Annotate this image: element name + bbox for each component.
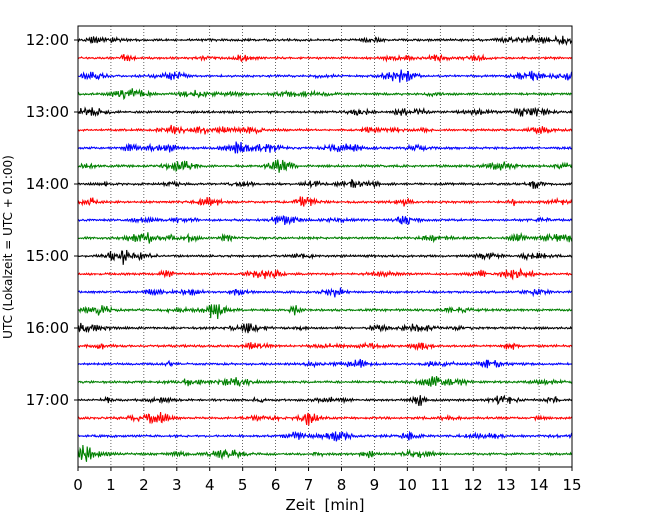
x-tick-label: 3	[172, 476, 182, 494]
trace-1600	[77, 322, 573, 334]
y-axis-label: UTC (Lokalzeit = UTC + 01:00)	[1, 155, 15, 339]
trace-1300	[77, 106, 573, 118]
trace-1745	[77, 445, 573, 462]
trace-1200	[77, 34, 573, 46]
trace-1400	[77, 178, 573, 189]
y-axis-ticks: 12:00 13:00 14:00 15:00 16:00 17:00	[26, 31, 78, 409]
trace-1445	[77, 231, 573, 244]
trace-1545	[77, 304, 573, 320]
trace-1215	[77, 53, 573, 63]
x-tick-label: 14	[530, 476, 549, 494]
trace-1530	[77, 287, 573, 298]
trace-1715	[77, 412, 573, 426]
y-tick-label: 15:00	[26, 247, 69, 265]
trace-1500	[77, 249, 573, 265]
x-tick-label: 8	[337, 476, 347, 494]
y-tick-label: 12:00	[26, 31, 69, 49]
y-tick-label: 16:00	[26, 319, 69, 337]
trace-1230	[77, 69, 573, 83]
x-tick-label: 12	[464, 476, 483, 494]
y-tick-label: 14:00	[26, 175, 69, 193]
trace-1645	[77, 376, 573, 387]
trace-1430	[77, 215, 573, 226]
trace-1415	[77, 196, 573, 207]
trace-1730	[77, 430, 573, 442]
x-tick-label: 10	[398, 476, 417, 494]
x-axis-label: Zeit [min]	[285, 496, 364, 514]
x-tick-label: 5	[238, 476, 248, 494]
x-tick-label: 15	[562, 476, 581, 494]
trace-1515	[77, 267, 573, 281]
trace-1245	[77, 88, 572, 101]
x-tick-label: 4	[205, 476, 215, 494]
x-tick-label: 7	[304, 476, 314, 494]
plot-frame	[77, 25, 573, 468]
y-tick-label: 13:00	[26, 103, 69, 121]
x-tick-label: 1	[106, 476, 116, 494]
x-tick-label: 9	[370, 476, 380, 494]
x-tick-label: 2	[139, 476, 149, 494]
trace-1615	[77, 341, 573, 352]
trace-1700	[77, 394, 573, 406]
trace-1345	[77, 159, 573, 173]
x-tick-label: 0	[73, 476, 83, 494]
trace-1315	[77, 124, 573, 135]
trace-1330	[77, 141, 573, 154]
x-tick-label: 13	[497, 476, 516, 494]
x-tick-label: 11	[431, 476, 450, 494]
x-tick-label: 6	[271, 476, 281, 494]
x-axis-ticks: 0 1 2 3 4 5 6 7 8 9 10 11 12 13 14 15	[73, 467, 582, 494]
seismic-traces	[77, 34, 573, 462]
trace-1630	[77, 358, 573, 369]
y-tick-label: 17:00	[26, 391, 69, 409]
